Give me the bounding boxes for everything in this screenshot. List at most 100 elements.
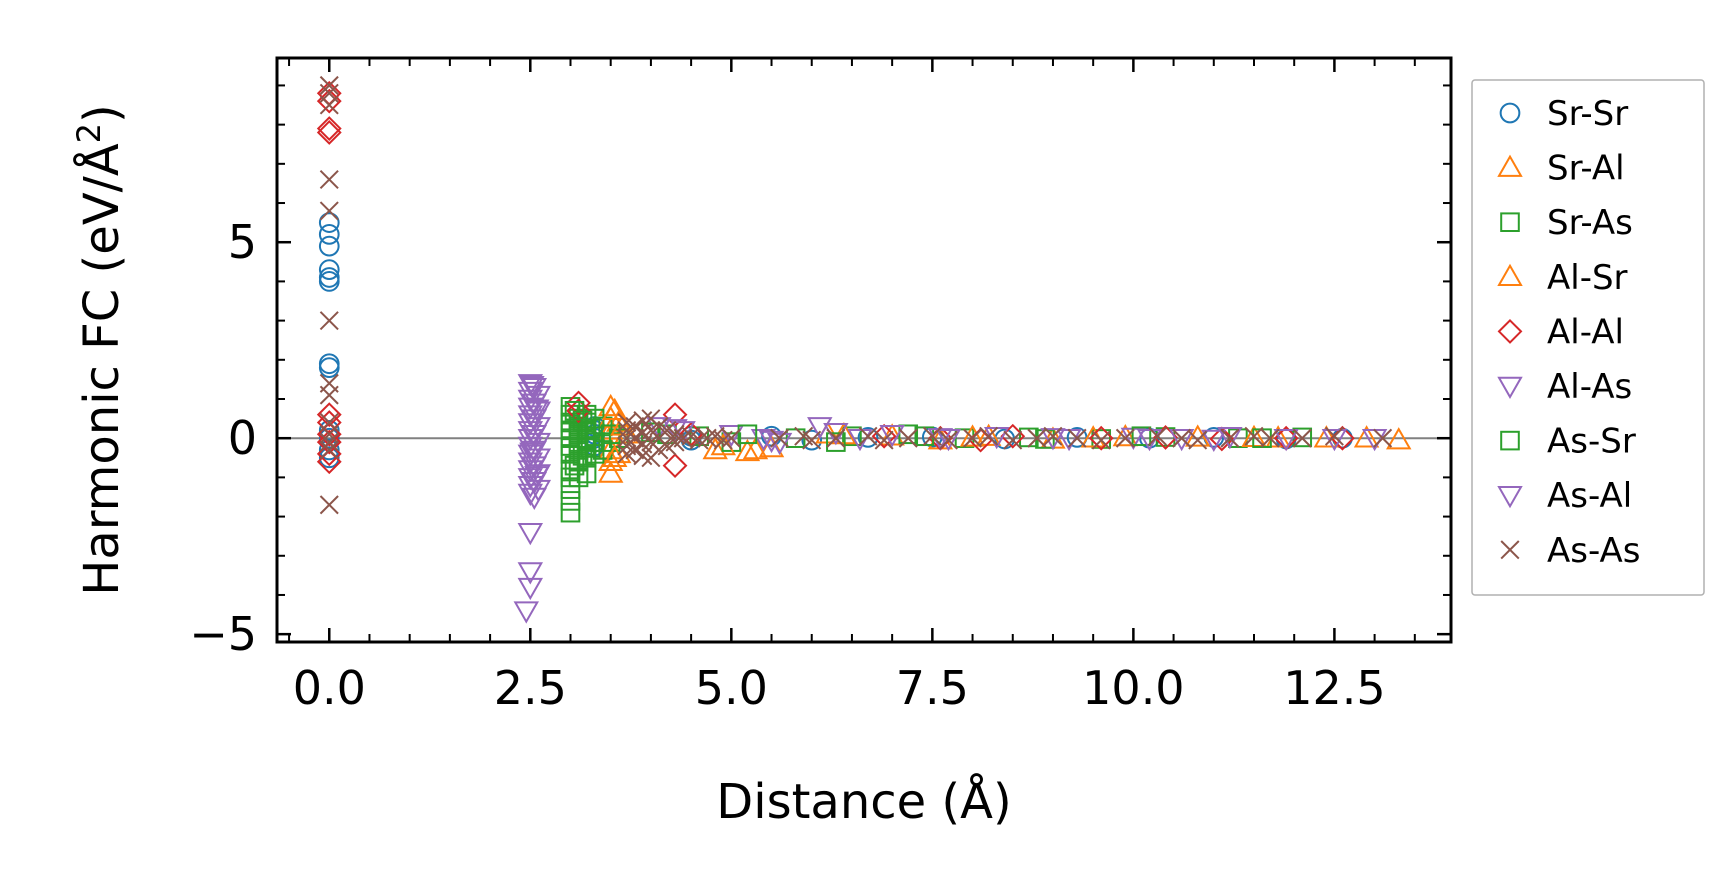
- data-point: [318, 259, 340, 281]
- data-point: [517, 381, 544, 405]
- data-point: [1147, 426, 1168, 446]
- data-point: [1188, 430, 1208, 450]
- data-point: [1217, 426, 1243, 450]
- data-point: [1373, 428, 1393, 448]
- data-point: [517, 523, 544, 546]
- x-axis-title: Distance (Å): [716, 773, 1011, 830]
- data-point: [519, 376, 545, 399]
- legend-marker-sr-al: [1497, 154, 1523, 177]
- data-point: [938, 430, 958, 450]
- data-point: [625, 440, 645, 460]
- y-axis-title-superscript: 2: [70, 123, 108, 143]
- data-point: [807, 417, 833, 440]
- data-point: [318, 212, 340, 233]
- x-tick-label: 7.5: [896, 661, 969, 715]
- data-point: [602, 397, 628, 421]
- data-point: [318, 439, 340, 461]
- y-axis-title: Harmonic FC (eV/Å2): [70, 104, 130, 596]
- data-point: [560, 491, 581, 511]
- data-point: [1040, 428, 1066, 451]
- data-point: [1386, 427, 1412, 450]
- data-point: [566, 390, 591, 416]
- data-point: [318, 235, 340, 257]
- data-point: [879, 425, 905, 448]
- data-point: [316, 402, 342, 428]
- legend-marker-as-sr: [1500, 430, 1520, 451]
- data-point: [1115, 428, 1135, 448]
- data-point: [525, 448, 552, 471]
- data-point: [898, 428, 918, 448]
- data-point: [318, 271, 340, 292]
- data-point: [319, 432, 339, 452]
- data-point: [517, 397, 544, 420]
- x-tick-label: 0.0: [293, 661, 366, 715]
- data-point: [922, 426, 942, 446]
- data-point: [721, 428, 741, 448]
- data-point: [318, 447, 340, 469]
- data-point: [1321, 428, 1348, 452]
- data-point: [597, 393, 624, 417]
- data-point: [1209, 426, 1235, 452]
- legend-marker-sr-sr: [1499, 102, 1521, 124]
- series-as-as: [319, 75, 1393, 515]
- data-point: [858, 426, 878, 446]
- x-tick-label: 2.5: [494, 661, 567, 715]
- legend-label-sr-as: Sr-As: [1547, 203, 1633, 243]
- data-point: [316, 120, 342, 145]
- y-tick-label: 5: [228, 215, 257, 269]
- legend-label-as-sr: As-Sr: [1547, 422, 1636, 462]
- data-point: [319, 385, 339, 405]
- data-point: [702, 436, 728, 460]
- legend-marker-al-as: [1497, 376, 1523, 400]
- data-point: [1091, 430, 1111, 450]
- data-point: [524, 399, 550, 422]
- x-tick-label: 12.5: [1283, 661, 1385, 715]
- data-point: [874, 430, 894, 450]
- data-point: [1201, 429, 1227, 452]
- data-point: [1353, 425, 1380, 448]
- data-point: [519, 442, 545, 465]
- legend-frame: [1471, 79, 1705, 596]
- data-point: [979, 426, 999, 446]
- data-point: [770, 428, 790, 448]
- data-point: [802, 430, 822, 450]
- y-axis-title-close: ): [74, 104, 130, 123]
- data-point: [319, 95, 339, 115]
- x-tick-label: 5.0: [695, 661, 768, 715]
- data-point: [1168, 428, 1195, 452]
- data-point: [1292, 428, 1312, 448]
- data-point: [525, 479, 552, 503]
- legend-label-al-sr: Al-Sr: [1547, 258, 1628, 298]
- data-point: [801, 429, 823, 451]
- data-point: [1244, 426, 1264, 446]
- legend-marker-al-sr: [1497, 263, 1523, 287]
- data-point: [1260, 428, 1280, 448]
- legend-marker-al-al: [1497, 318, 1523, 344]
- y-axis-title-main: Harmonic FC (eV/Å: [73, 143, 130, 596]
- data-point: [319, 169, 339, 190]
- data-point: [597, 460, 624, 483]
- data-point: [826, 428, 846, 448]
- data-point: [689, 430, 709, 450]
- data-point: [633, 446, 653, 466]
- data-point: [1027, 428, 1047, 448]
- y-tick-label: −5: [189, 607, 257, 661]
- data-point: [319, 311, 339, 331]
- data-point: [1324, 426, 1344, 446]
- data-point: [1273, 428, 1299, 452]
- data-point: [319, 495, 339, 515]
- data-point: [524, 466, 550, 489]
- legend-marker-as-al: [1497, 485, 1523, 509]
- data-point: [517, 577, 544, 601]
- data-point: [1131, 426, 1152, 447]
- legend-label-al-al: Al-Al: [1547, 312, 1624, 352]
- data-point: [597, 448, 624, 471]
- legend-label-al-as: Al-As: [1547, 367, 1632, 407]
- data-point: [1088, 425, 1114, 451]
- data-point: [517, 413, 544, 436]
- data-point: [1172, 428, 1192, 448]
- legend-label-as-al: As-Al: [1547, 476, 1632, 516]
- data-point: [842, 426, 862, 447]
- data-point: [662, 453, 688, 479]
